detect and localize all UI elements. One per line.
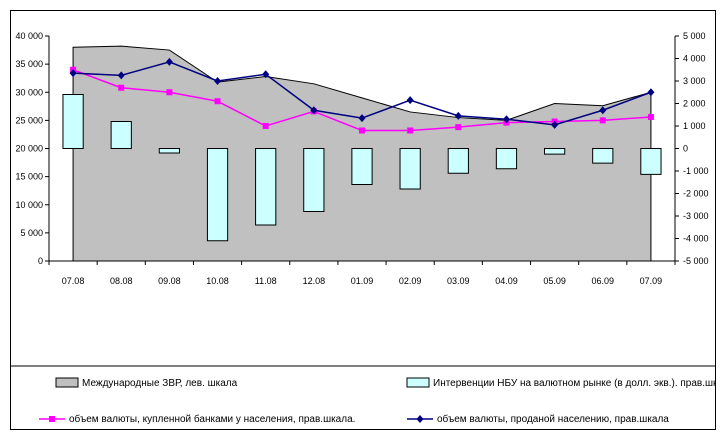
right-axis-tick-label: 5 000: [683, 31, 706, 41]
left-axis-tick-label: 5 000: [20, 228, 43, 238]
sold-currency-marker: [502, 115, 510, 124]
x-axis-tick-label: 06.09: [592, 276, 615, 286]
right-axis-tick-label: -1 000: [683, 166, 709, 176]
right-axis-tick-label: -5 000: [683, 256, 709, 266]
intervention-bar: [592, 148, 614, 164]
sold-currency-marker: [406, 96, 414, 105]
right-axis-tick-label: 0: [683, 144, 688, 154]
bought-currency-marker: [262, 123, 269, 129]
intervention-bar: [351, 148, 373, 185]
right-axis-tick-label: -4 000: [683, 234, 709, 244]
right-axis-tick-label: -2 000: [683, 189, 709, 199]
sold-currency-marker: [551, 120, 559, 129]
intervention-bar: [206, 148, 229, 242]
sold-currency-marker: [358, 114, 366, 123]
x-axis-tick-label: 02.09: [399, 276, 422, 286]
chart-frame: 0 5 000 10 000 15 000 20 000 25 000 30 000 35 0…: [10, 10, 716, 430]
legend-label: Международные ЗВР, лев. шкала: [82, 378, 238, 389]
left-axis-tick-label: 40 000: [15, 31, 43, 41]
intervention-bar: [447, 148, 469, 174]
x-axis-tick-label: 03.09: [447, 276, 470, 286]
x-axis-tick-label: 07.09: [640, 276, 663, 286]
sold-currency-marker: [599, 106, 607, 115]
intervention-bar: [255, 148, 277, 226]
legend-label: Интервенции НБУ на валютном рынке (в дол…: [433, 378, 715, 389]
bought-currency-marker: [455, 124, 462, 131]
x-axis-tick-label: 05.09: [543, 276, 566, 286]
x-axis-tick-label: 09.08: [158, 276, 181, 286]
sold-currency-marker: [262, 70, 270, 79]
intervention-bar: [158, 148, 180, 154]
x-axis-tick-label: 12.08: [303, 276, 326, 286]
bought-currency-marker: [118, 84, 125, 91]
legend-swatch-marker: [49, 416, 55, 422]
intervention-bar: [399, 148, 421, 190]
legend-swatch: [406, 377, 430, 388]
right-axis-tick-label: 2 000: [683, 99, 706, 109]
sold-currency-marker: [165, 57, 173, 66]
left-axis-tick-label: 15 000: [15, 172, 43, 182]
sold-currency-marker: [454, 111, 462, 120]
sold-currency-marker: [214, 77, 222, 85]
x-axis-tick-label: 07.08: [62, 276, 85, 286]
sold-currency-marker: [310, 106, 318, 115]
bought-currency-marker: [359, 127, 365, 134]
sold-currency-marker: [69, 69, 77, 78]
bought-currency-marker: [166, 89, 173, 96]
bought-currency-marker: [214, 98, 221, 105]
x-axis-tick-label: 08.08: [110, 276, 133, 286]
chart-svg: 0 5 000 10 000 15 000 20 000 25 000 30 000 35 0…: [11, 31, 715, 425]
intervention-bar: [495, 148, 518, 170]
intervention-bar: [544, 148, 566, 155]
left-axis-tick-label: 25 000: [15, 115, 43, 125]
bought-currency-marker: [599, 117, 606, 124]
x-axis-tick-label: 10.08: [206, 276, 229, 286]
intervention-bar: [110, 121, 132, 149]
right-axis-tick-label: 3 000: [683, 76, 706, 86]
legend-label: объем валюты, купленной банками у населе…: [69, 413, 355, 425]
left-axis-tick-label: 20 000: [15, 144, 43, 154]
intervention-bar: [640, 148, 662, 175]
right-axis-tick-label: 1 000: [683, 121, 706, 131]
legend-swatch: [55, 377, 79, 388]
sold-currency-marker: [117, 71, 125, 80]
x-axis-tick-label: 11.08: [255, 276, 277, 286]
left-axis-tick-label: 10 000: [15, 200, 43, 210]
left-axis-tick-label: 30 000: [15, 87, 43, 97]
x-axis-tick-label: 04.09: [495, 276, 518, 286]
bought-currency-marker: [647, 114, 654, 120]
legend-swatch-marker: [416, 415, 424, 423]
bought-currency-marker: [407, 127, 414, 134]
intervention-bar: [62, 94, 84, 149]
left-axis-tick-label: 0: [38, 256, 43, 266]
right-axis-tick-label: 4 000: [683, 54, 706, 64]
left-axis-tick-label: 35 000: [15, 59, 43, 69]
right-axis-tick-label: -3 000: [683, 211, 709, 221]
intervention-bar: [303, 148, 325, 212]
x-axis-tick-label: 01.09: [351, 276, 374, 286]
legend-label: объем валюты, проданой населению, прав.ш…: [437, 413, 669, 425]
sold-currency-marker: [647, 88, 655, 97]
